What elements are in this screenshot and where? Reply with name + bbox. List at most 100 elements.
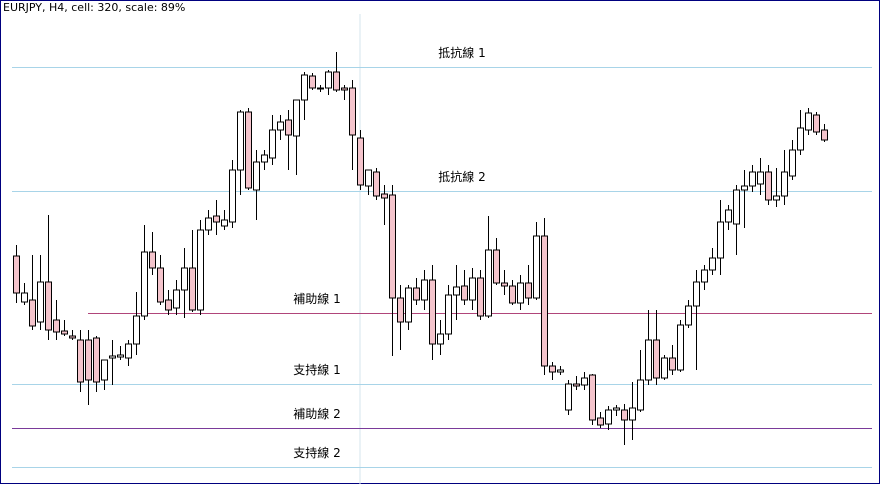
level-label: 支持線 2 bbox=[293, 445, 340, 460]
candle-body bbox=[645, 339, 652, 381]
candle-body bbox=[253, 161, 260, 191]
candle-body bbox=[565, 383, 572, 411]
level-label: 補助線 2 bbox=[293, 406, 340, 421]
candle-body bbox=[93, 337, 100, 383]
candle-body bbox=[21, 292, 28, 303]
candle-body bbox=[693, 281, 700, 307]
candle-body bbox=[189, 267, 196, 311]
candle-body bbox=[453, 286, 460, 296]
candle-body bbox=[757, 171, 764, 185]
candle-body bbox=[365, 169, 372, 187]
candle-body bbox=[53, 319, 60, 333]
candle-body bbox=[677, 324, 684, 371]
candle-body bbox=[229, 169, 236, 223]
candle-body bbox=[445, 294, 452, 335]
candle-body bbox=[205, 217, 212, 231]
candle-body bbox=[501, 282, 508, 287]
candle-body bbox=[621, 409, 628, 421]
candle-body bbox=[557, 369, 564, 373]
candle-body bbox=[109, 355, 116, 359]
candle-body bbox=[485, 249, 492, 317]
candle-body bbox=[373, 171, 380, 197]
level-label: 支持線 1 bbox=[293, 362, 340, 377]
candle-body bbox=[605, 409, 612, 425]
candle-body bbox=[77, 339, 84, 383]
candle-body bbox=[477, 277, 484, 317]
candle-body bbox=[117, 354, 124, 358]
candle-body bbox=[357, 137, 364, 186]
level-label: 補助線 1 bbox=[293, 291, 340, 306]
candle-body bbox=[821, 129, 828, 141]
candle-body bbox=[589, 374, 596, 421]
candle-body bbox=[429, 279, 436, 345]
candle-body bbox=[805, 112, 812, 131]
candle-body bbox=[69, 335, 76, 339]
candle-body bbox=[701, 269, 708, 283]
level-label: 抵抗線 1 bbox=[438, 45, 485, 60]
candle-body bbox=[653, 339, 660, 379]
candle-body bbox=[325, 71, 332, 89]
candle-body bbox=[397, 297, 404, 323]
candle-body bbox=[613, 407, 620, 411]
candle-body bbox=[277, 121, 284, 131]
candle-body bbox=[765, 171, 772, 201]
candle-body bbox=[181, 267, 188, 291]
candle-body bbox=[341, 87, 348, 91]
candle-body bbox=[197, 229, 204, 311]
candle-body bbox=[517, 282, 524, 304]
candle-body bbox=[245, 111, 252, 189]
candle-body bbox=[45, 281, 52, 331]
candle-body bbox=[85, 339, 92, 381]
candle-body bbox=[269, 129, 276, 159]
candle-body bbox=[349, 87, 356, 136]
candle-body bbox=[301, 74, 308, 101]
candle-body bbox=[213, 215, 220, 223]
candle-body bbox=[741, 185, 748, 191]
candle-body bbox=[261, 154, 268, 163]
candle-body bbox=[749, 171, 756, 187]
level-label: 抵抗線 2 bbox=[438, 169, 485, 184]
candle-body bbox=[437, 333, 444, 345]
candle-body bbox=[781, 171, 788, 197]
candle-body bbox=[573, 383, 580, 387]
candle-body bbox=[333, 71, 340, 91]
candle-body bbox=[597, 417, 604, 426]
candle-body bbox=[533, 235, 540, 299]
candle-body bbox=[37, 281, 44, 323]
candle-body bbox=[133, 315, 140, 345]
candle-body bbox=[549, 365, 556, 373]
candle-body bbox=[221, 219, 228, 227]
candle-body bbox=[157, 267, 164, 303]
candle-body bbox=[101, 359, 108, 381]
candle-body bbox=[29, 299, 36, 327]
candle-body bbox=[637, 379, 644, 411]
candle-body bbox=[413, 287, 420, 301]
candle-body bbox=[773, 195, 780, 201]
candle-body bbox=[669, 357, 676, 371]
candle-body bbox=[661, 357, 668, 379]
candle-body bbox=[493, 249, 500, 284]
candle-body bbox=[581, 377, 588, 386]
candle-body bbox=[61, 330, 68, 335]
candle-body bbox=[461, 285, 468, 301]
candle-body bbox=[717, 221, 724, 259]
candle-body bbox=[165, 299, 172, 311]
candle-body bbox=[141, 251, 148, 317]
candle-body bbox=[125, 343, 132, 359]
candle-body bbox=[293, 99, 300, 137]
candle-body bbox=[285, 119, 292, 136]
candle-body bbox=[317, 87, 324, 90]
candle-body bbox=[541, 235, 548, 367]
candle-body bbox=[13, 255, 20, 294]
candle-body bbox=[237, 111, 244, 171]
candle-body bbox=[789, 149, 796, 177]
candle-body bbox=[149, 251, 156, 269]
candle-body bbox=[389, 194, 396, 299]
candle-body bbox=[813, 114, 820, 133]
candle-body bbox=[629, 407, 636, 421]
candle-body bbox=[381, 193, 388, 199]
candle-body bbox=[725, 209, 732, 223]
